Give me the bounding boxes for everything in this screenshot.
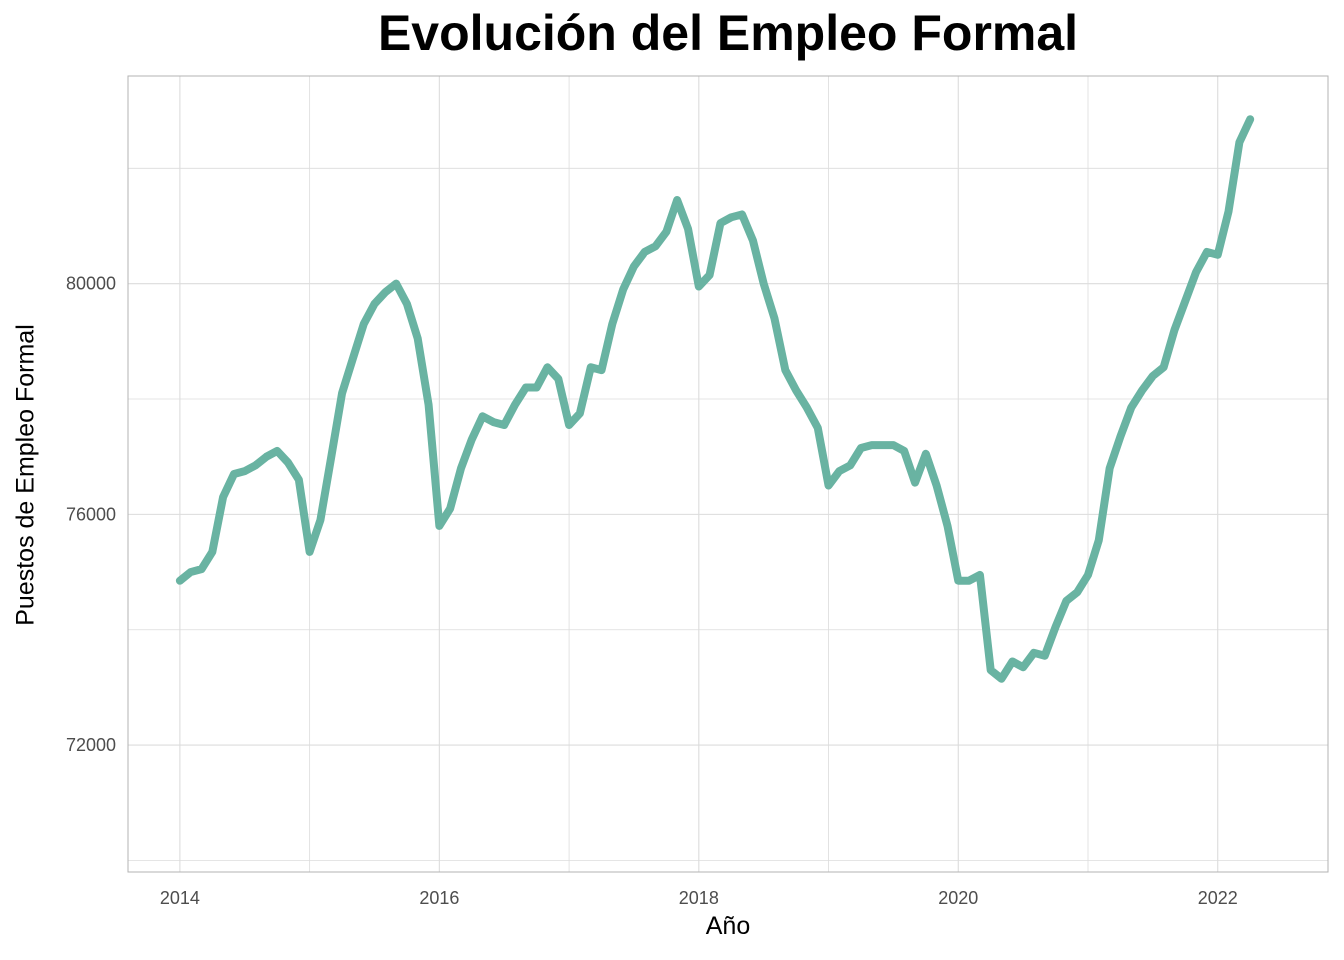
x-axis-label: Año — [705, 912, 751, 940]
chart-title: Evolución del Empleo Formal — [377, 5, 1079, 61]
x-tick-label: 2016 — [419, 888, 459, 908]
y-axis-label: Puestos de Empleo Formal — [11, 324, 40, 626]
y-tick-label: 76000 — [66, 504, 116, 524]
grid-minor — [128, 76, 1328, 872]
y-tick-label: 72000 — [66, 735, 116, 755]
y-tick-label: 80000 — [66, 274, 116, 294]
x-tick-label: 2018 — [679, 888, 719, 908]
x-axis-ticks: 2014 2016 2018 2020 2022 — [160, 888, 1238, 908]
plot-panel-border — [127, 75, 1329, 873]
y-axis-ticks: 72000 76000 80000 — [66, 274, 116, 755]
x-tick-label: 2014 — [160, 888, 200, 908]
grid-major — [128, 76, 1328, 872]
series-line-empleo — [175, 115, 1255, 683]
x-tick-label: 2022 — [1198, 888, 1238, 908]
x-tick-label: 2020 — [938, 888, 978, 908]
